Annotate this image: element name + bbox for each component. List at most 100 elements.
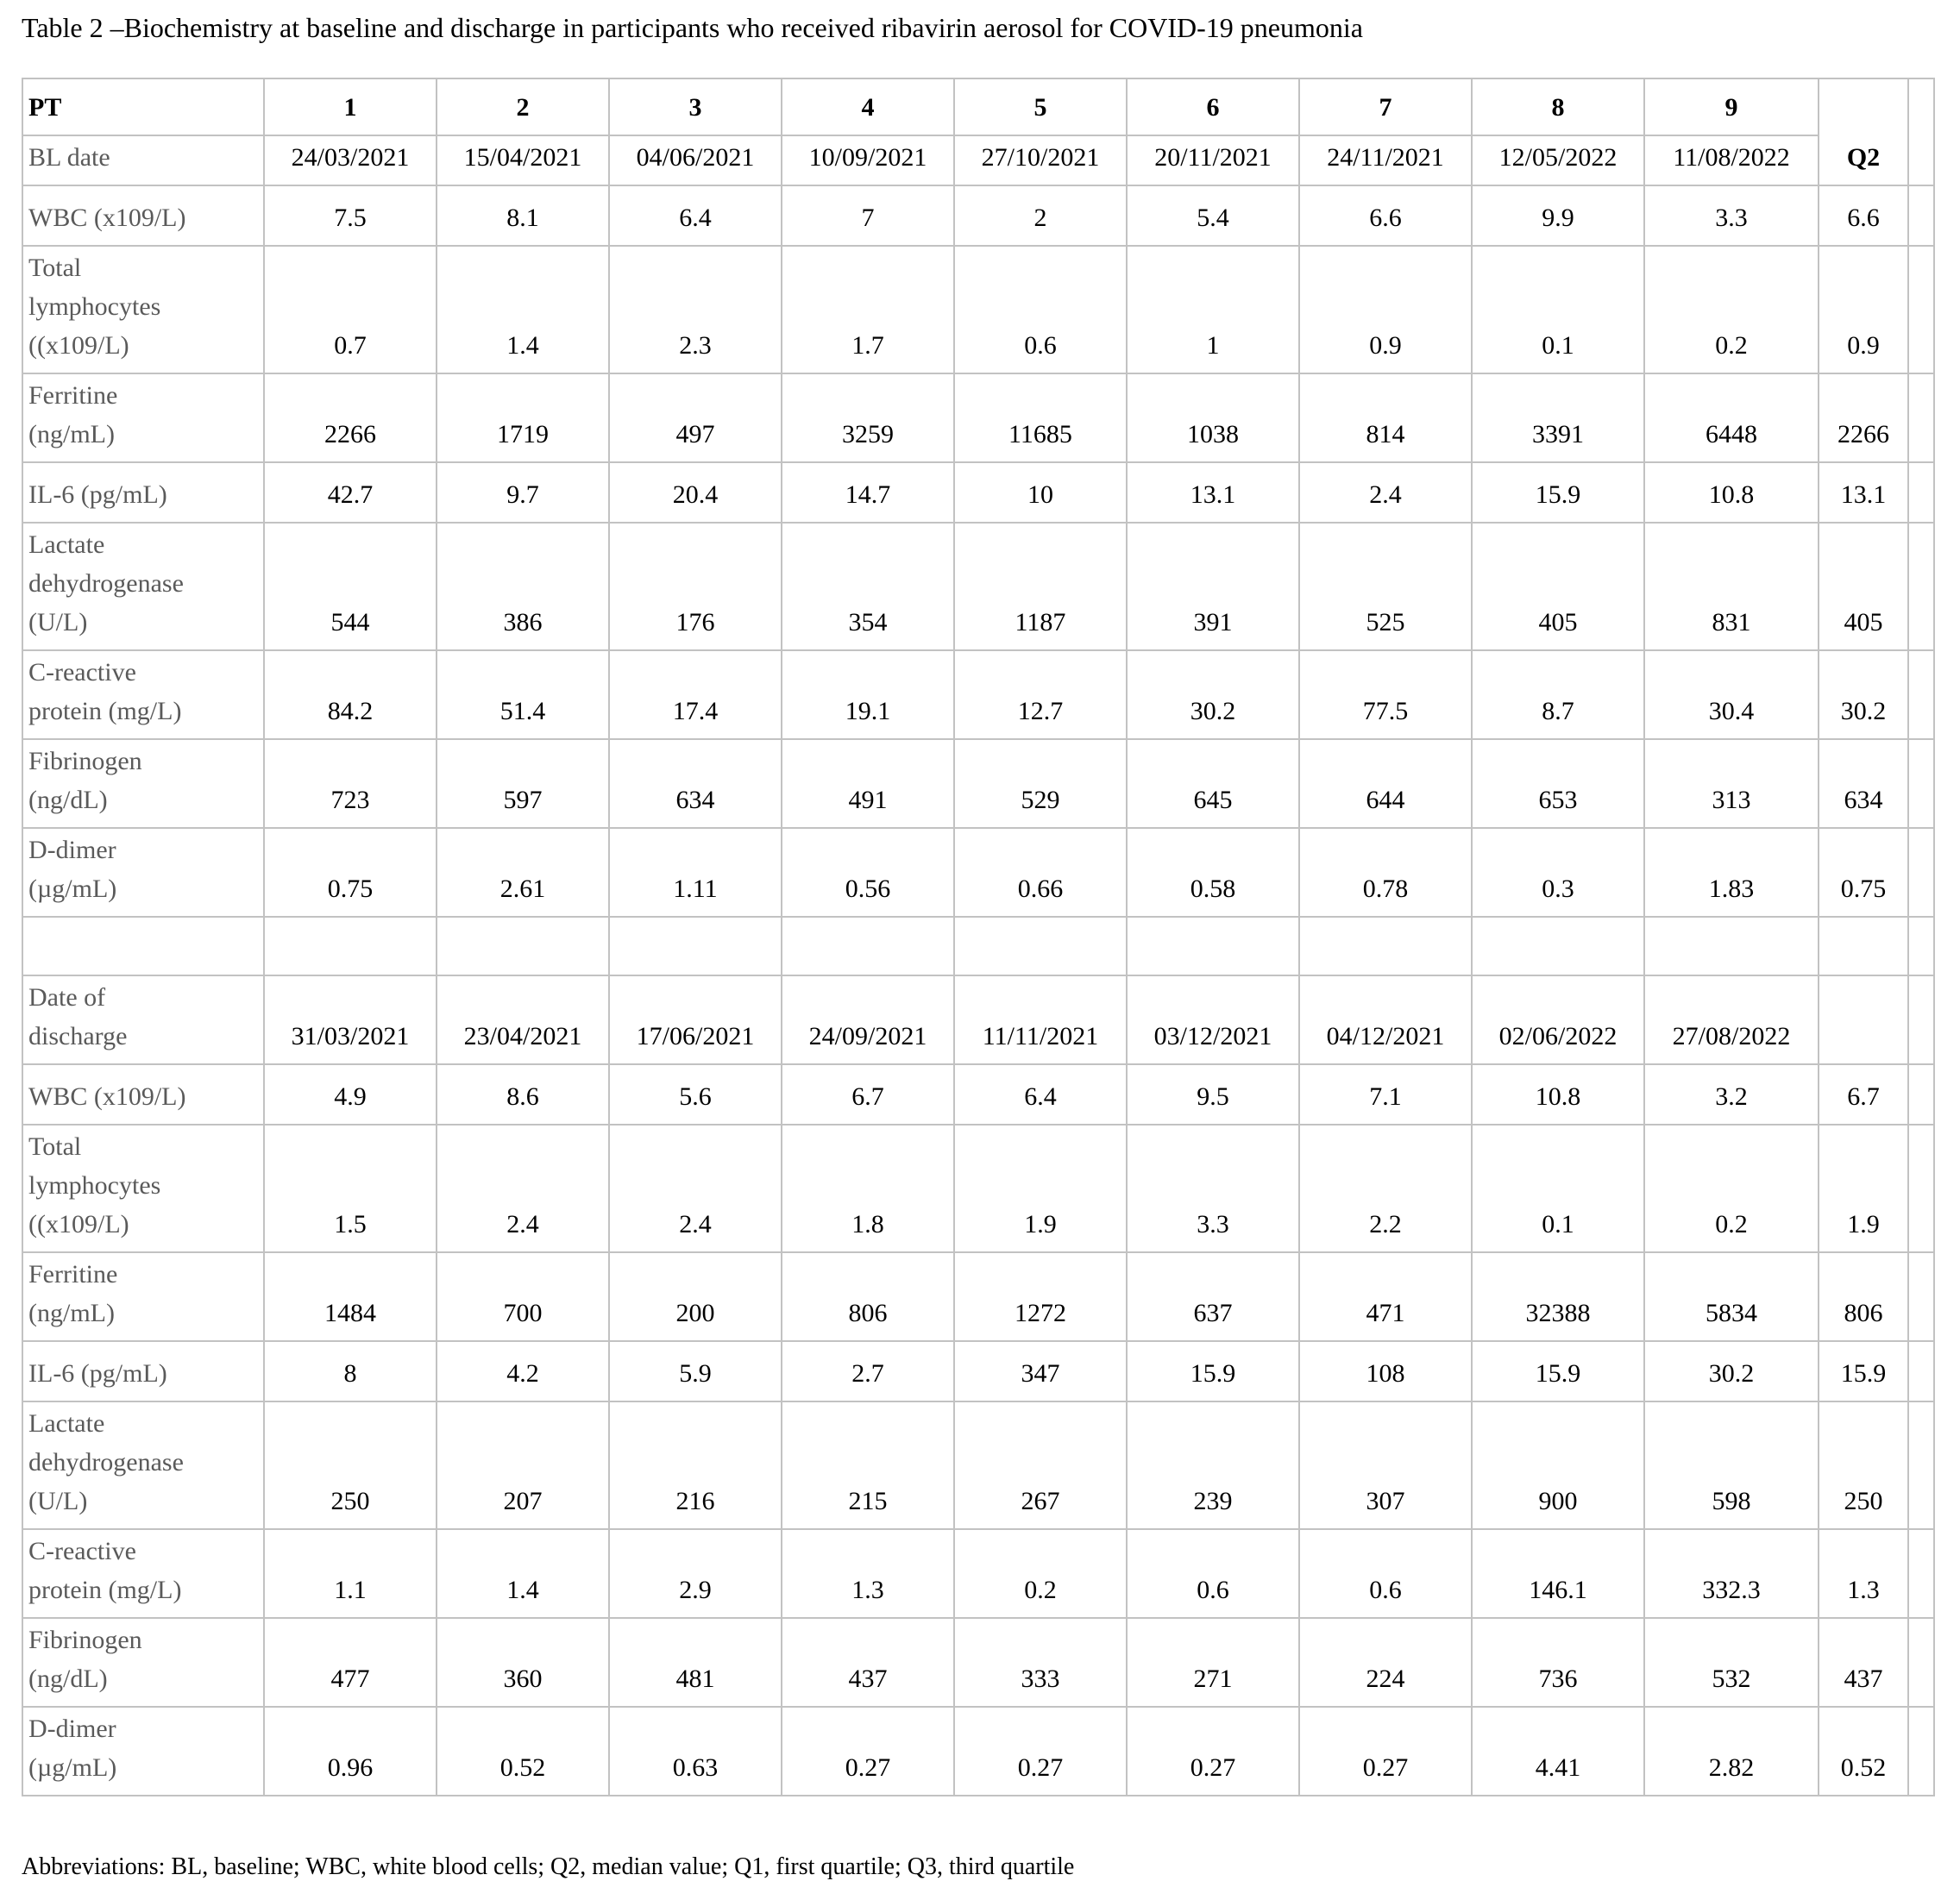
discharge-date-7: 04/12/2021 <box>1298 975 1473 1065</box>
q2-value-cell: 634 <box>1818 738 1909 829</box>
value-cell: 11685 <box>953 373 1128 463</box>
row-label: C-reactive protein (mg/L) <box>22 1528 265 1619</box>
value-cell: 1.8 <box>781 1124 955 1253</box>
baseline-date-5: 27/10/2021 <box>953 135 1128 186</box>
value-cell: 525 <box>1298 522 1473 651</box>
value-cell: 332.3 <box>1643 1528 1819 1619</box>
q2-value-cell: 2266 <box>1818 373 1909 463</box>
baseline-metric-row-5: Lactate dehydrogenase (U/L) 544 386 176 354 1… <box>22 522 1935 651</box>
row-label: D-dimer (µg/mL) <box>22 1706 265 1796</box>
discharge-metric-row-3: Ferritine (ng/mL) 1484 700 200 806 1272 637 471… <box>22 1251 1935 1342</box>
value-cell: 0.75 <box>263 827 437 918</box>
edge-sliver-cell <box>1907 185 1935 247</box>
q2-value-cell <box>1818 975 1909 1065</box>
row-label: WBC (x109/L) <box>22 1063 265 1125</box>
value-cell: 471 <box>1298 1251 1473 1342</box>
value-cell: 598 <box>1643 1401 1819 1530</box>
value-cell: 77.5 <box>1298 649 1473 740</box>
edge-sliver-cell <box>1907 461 1935 524</box>
discharge-date-1: 31/03/2021 <box>263 975 437 1065</box>
value-cell: 814 <box>1298 373 1473 463</box>
discharge-date-2: 23/04/2021 <box>436 975 610 1065</box>
q2-value-cell: 30.2 <box>1818 649 1909 740</box>
row-label: Ferritine (ng/mL) <box>22 373 265 463</box>
value-cell: 267 <box>953 1401 1128 1530</box>
value-cell: 1187 <box>953 522 1128 651</box>
edge-sliver-cell <box>1907 1706 1935 1796</box>
baseline-date-1: 24/03/2021 <box>263 135 437 186</box>
row-label: Total lymphocytes ((x109/L) <box>22 245 265 374</box>
value-cell: 0.78 <box>1298 827 1473 918</box>
value-cell: 491 <box>781 738 955 829</box>
discharge-date-row: Date of discharge 31/03/2021 23/04/2021 17/… <box>22 975 1935 1065</box>
q2-value-cell: 6.6 <box>1818 185 1909 247</box>
spacer-cell <box>1298 916 1473 976</box>
value-cell: 0.52 <box>436 1706 610 1796</box>
baseline-metric-row-7: Fibrinogen (ng/dL) 723 597 634 491 529 645 644 6… <box>22 738 1935 829</box>
value-cell: 12.7 <box>953 649 1128 740</box>
value-cell: 0.2 <box>1643 245 1819 374</box>
q2-value-cell: 437 <box>1818 1617 1909 1708</box>
value-cell: 7.1 <box>1298 1063 1473 1125</box>
discharge-date-6: 03/12/2021 <box>1126 975 1300 1065</box>
value-cell: 2.4 <box>608 1124 782 1253</box>
value-cell: 32388 <box>1471 1251 1645 1342</box>
value-cell: 0.7 <box>263 245 437 374</box>
value-cell: 653 <box>1471 738 1645 829</box>
discharge-metric-row-7: Fibrinogen (ng/dL) 477 360 481 437 333 271 224 7… <box>22 1617 1935 1708</box>
value-cell: 2266 <box>263 373 437 463</box>
discharge-metric-row-1: WBC (x109/L) 4.9 8.6 5.6 6.7 6.4 9.5 7.1 10.8 3.2… <box>22 1063 1935 1125</box>
value-cell: 1272 <box>953 1251 1128 1342</box>
value-cell: 0.27 <box>1126 1706 1300 1796</box>
value-cell: 2 <box>953 185 1128 247</box>
row-label: Lactate dehydrogenase (U/L) <box>22 1401 265 1530</box>
value-cell: 645 <box>1126 738 1300 829</box>
value-cell: 437 <box>781 1617 955 1708</box>
value-cell: 354 <box>781 522 955 651</box>
value-cell: 0.3 <box>1471 827 1645 918</box>
value-cell: 1038 <box>1126 373 1300 463</box>
value-cell: 2.4 <box>436 1124 610 1253</box>
value-cell: 481 <box>608 1617 782 1708</box>
value-cell: 831 <box>1643 522 1819 651</box>
value-cell: 42.7 <box>263 461 437 524</box>
baseline-metric-row-4: IL-6 (pg/mL) 42.7 9.7 20.4 14.7 10 13.1 2.4 15.9… <box>22 461 1935 524</box>
edge-sliver-cell <box>1907 1340 1935 1402</box>
edge-sliver-cell <box>1907 738 1935 829</box>
value-cell: 215 <box>781 1401 955 1530</box>
value-cell: 2.4 <box>1298 461 1473 524</box>
value-cell: 1.4 <box>436 1528 610 1619</box>
value-cell: 17.4 <box>608 649 782 740</box>
value-cell: 0.6 <box>1298 1528 1473 1619</box>
spacer-cell <box>781 916 955 976</box>
section-spacer-row <box>22 916 1935 976</box>
q2-value-cell: 1.3 <box>1818 1528 1909 1619</box>
patient-col-header-6: 6 <box>1126 78 1300 136</box>
value-cell: 224 <box>1298 1617 1473 1708</box>
value-cell: 477 <box>263 1617 437 1708</box>
value-cell: 1 <box>1126 245 1300 374</box>
baseline-metric-row-3: Ferritine (ng/mL) 2266 1719 497 3259 11685 103… <box>22 373 1935 463</box>
value-cell: 3.3 <box>1643 185 1819 247</box>
value-cell: 1484 <box>263 1251 437 1342</box>
baseline-date-8: 12/05/2022 <box>1471 135 1645 186</box>
value-cell: 176 <box>608 522 782 651</box>
value-cell: 333 <box>953 1617 1128 1708</box>
q2-column-header: Q2 <box>1818 78 1909 186</box>
edge-sliver-cell <box>1907 522 1935 651</box>
value-cell: 200 <box>608 1251 782 1342</box>
value-cell: 2.2 <box>1298 1124 1473 1253</box>
value-cell: 700 <box>436 1251 610 1342</box>
row-label: C-reactive protein (mg/L) <box>22 649 265 740</box>
value-cell: 2.61 <box>436 827 610 918</box>
value-cell: 108 <box>1298 1340 1473 1402</box>
value-cell: 532 <box>1643 1617 1819 1708</box>
baseline-metric-row-6: C-reactive protein (mg/L) 84.2 51.4 17.4 19.… <box>22 649 1935 740</box>
value-cell: 0.27 <box>953 1706 1128 1796</box>
value-cell: 1.5 <box>263 1124 437 1253</box>
value-cell: 13.1 <box>1126 461 1300 524</box>
value-cell: 0.6 <box>953 245 1128 374</box>
value-cell: 10.8 <box>1643 461 1819 524</box>
value-cell: 2.9 <box>608 1528 782 1619</box>
value-cell: 529 <box>953 738 1128 829</box>
